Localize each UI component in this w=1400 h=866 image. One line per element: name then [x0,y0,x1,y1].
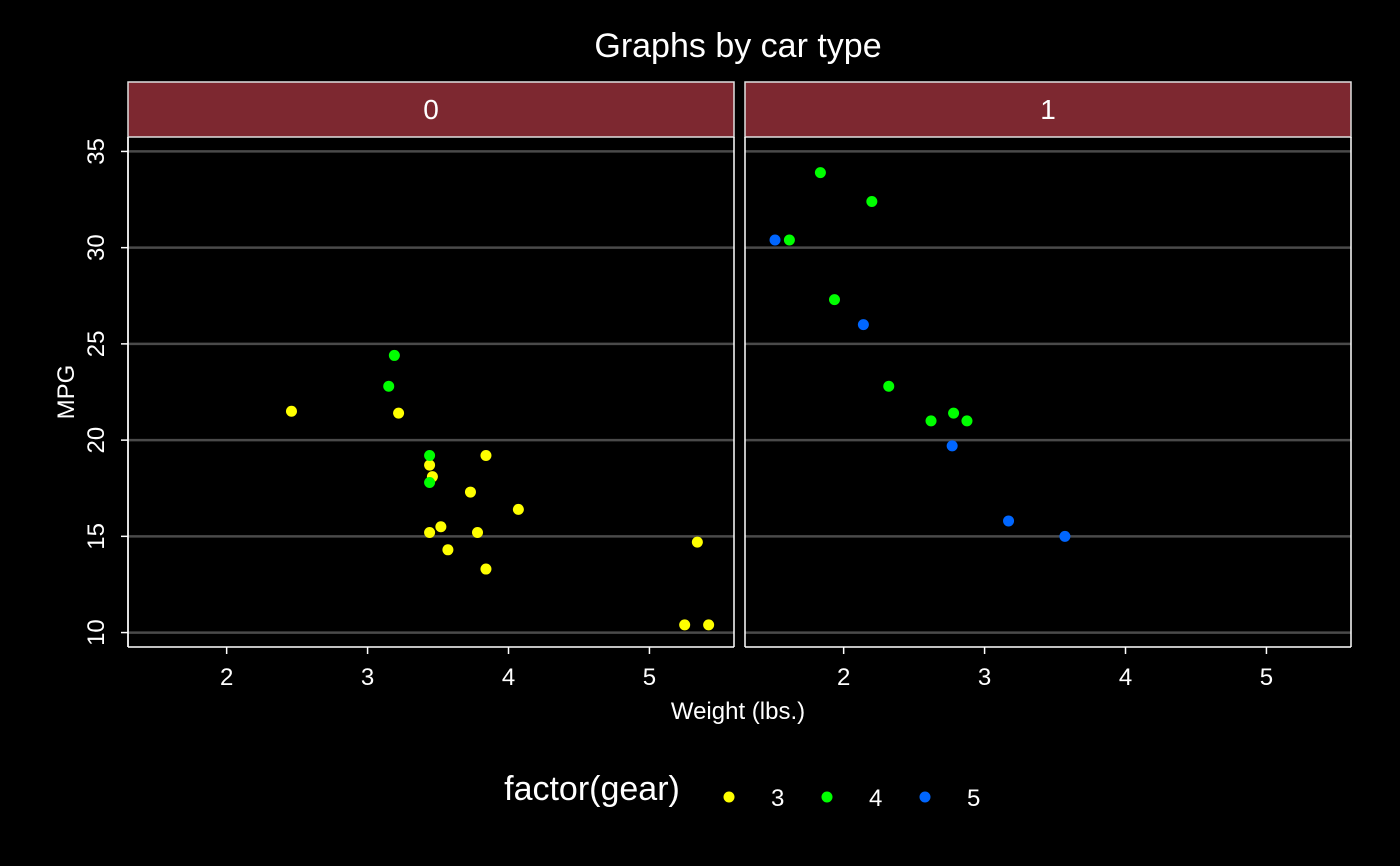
panel-strip [127,81,735,138]
x-tick-label: 3 [361,664,374,691]
point-gear-4 [383,380,395,392]
point-gear-3 [512,503,524,515]
legend-key [723,791,735,803]
point-gear-4 [814,167,826,179]
point-gear-3 [691,536,703,548]
point-gear-4 [883,380,895,392]
point-gear-3 [424,459,436,471]
point-gear-5 [769,234,781,246]
legend-entry: 4 [821,785,882,812]
legend: factor(gear) 3 4 5 [504,770,980,812]
point-gear-5 [946,440,958,452]
point-gear-4 [828,294,840,306]
point-gear-5 [1003,515,1015,527]
legend-entry: 5 [919,785,980,812]
legend-title: factor(gear) [504,770,680,808]
y-tick-label: 25 [83,331,110,358]
legend-label: 3 [771,785,784,812]
point-gear-4 [424,450,436,462]
point-gear-3 [393,407,405,419]
x-tick-label: 5 [1260,664,1273,691]
point-gear-3 [435,521,447,533]
y-tick-label: 30 [83,234,110,261]
point-gear-3 [480,563,492,575]
legend-label: 4 [869,785,882,812]
x-tick-label: 3 [978,664,991,691]
point-gear-3 [285,405,297,417]
chart-title: Graphs by car type [594,27,881,65]
y-tick-label: 15 [83,523,110,550]
point-gear-3 [464,486,476,498]
panel-1: 1 2 3 4 5 [744,81,1352,691]
point-gear-3 [703,619,715,631]
point-gear-5 [1059,530,1071,542]
panel-strip [744,81,1352,138]
point-gear-3 [480,450,492,462]
point-gear-4 [866,195,878,207]
x-tick-label: 2 [837,664,850,691]
point-gear-4 [424,476,436,488]
point-gear-3 [424,526,436,538]
x-tick-label: 5 [643,664,656,691]
x-tick-label: 4 [1119,664,1132,691]
panel-strip-label: 1 [1040,94,1056,125]
y-tick-label: 10 [83,619,110,646]
legend-key [919,791,931,803]
point-gear-4 [925,415,937,427]
point-gear-3 [472,526,484,538]
x-tick-label: 4 [502,664,515,691]
point-gear-4 [948,407,960,419]
panel-0: 0 2 3 4 5 10 15 20 25 30 35 [83,81,735,691]
panel-strip-label: 0 [423,94,439,125]
y-axis-label: MPG [53,365,80,420]
x-tick-label: 2 [220,664,233,691]
point-gear-3 [442,544,454,556]
x-axis-label: Weight (lbs.) [671,698,805,725]
point-gear-3 [679,619,691,631]
legend-label: 5 [967,785,980,812]
point-gear-4 [388,349,400,361]
y-tick-label: 35 [83,138,110,165]
panels: 0 2 3 4 5 10 15 20 25 30 35 1 2 3 4 5 [83,81,1352,691]
point-gear-5 [857,319,869,331]
legend-entries: 3 4 5 [723,785,980,812]
y-tick-label: 20 [83,427,110,454]
point-gear-4 [961,415,973,427]
legend-entry: 3 [723,785,784,812]
point-gear-4 [783,234,795,246]
legend-key [821,791,833,803]
